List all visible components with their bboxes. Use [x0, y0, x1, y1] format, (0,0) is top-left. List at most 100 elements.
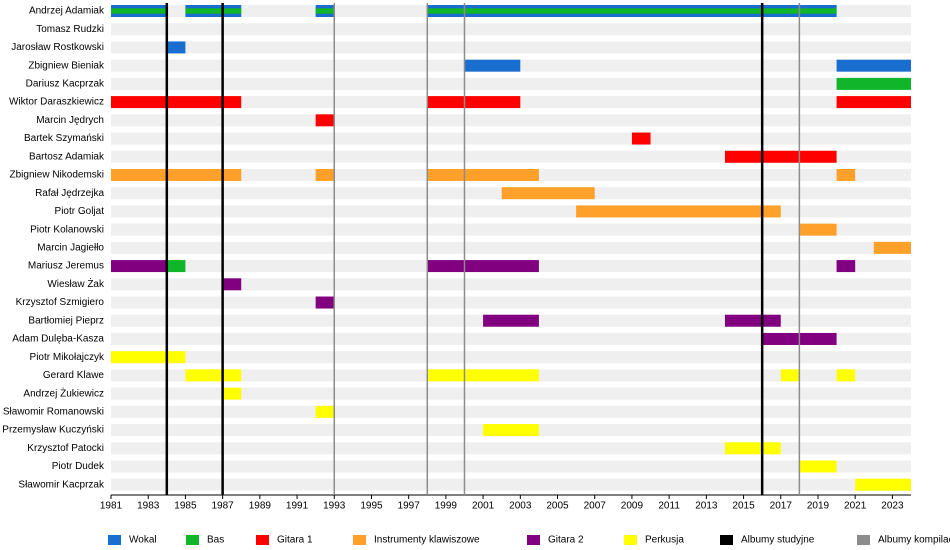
legend-label: Bas — [207, 535, 224, 546]
x-tick-label: 2017 — [770, 501, 793, 512]
row-label: Przemysław Kuczyński — [2, 425, 104, 436]
member-bar — [427, 8, 837, 14]
member-bar — [780, 369, 800, 382]
row-band — [111, 478, 911, 491]
member-bar — [724, 314, 781, 327]
row-label: Piotr Kolanowski — [30, 224, 104, 235]
member-bar — [427, 96, 521, 109]
row-band — [111, 77, 911, 90]
member-bar — [222, 387, 242, 400]
member-bar — [222, 278, 242, 291]
member-bar — [483, 424, 539, 437]
x-tick-label: 2015 — [732, 501, 755, 512]
row-band — [111, 387, 911, 400]
member-bar — [631, 132, 651, 145]
row-label: Jarosław Rostkowski — [11, 42, 104, 53]
x-tick-label: 2007 — [584, 501, 607, 512]
member-bar — [836, 77, 911, 90]
row-label: Bartosz Adamiak — [29, 151, 105, 162]
row-band — [111, 351, 911, 364]
row-label: Krzysztof Patocki — [27, 443, 104, 454]
legend-swatch — [353, 535, 366, 545]
row-label: Sławomir Kacprzak — [18, 479, 105, 490]
member-bar — [166, 41, 186, 54]
legend-label: Wokal — [129, 535, 157, 546]
row-label: Wiktor Daraszkiewicz — [9, 97, 104, 108]
member-bar — [166, 260, 186, 273]
row-label: Rafał Jędrzejka — [35, 188, 104, 199]
member-bar — [799, 460, 837, 473]
member-bar — [111, 96, 242, 109]
member-bar — [111, 168, 242, 181]
member-bar — [836, 168, 856, 181]
member-bar — [315, 296, 335, 309]
legend-swatch — [108, 535, 121, 545]
row-label: Andrzej Żukiewicz — [23, 386, 104, 399]
row-band — [111, 241, 911, 254]
member-bar — [111, 8, 167, 14]
member-bar — [799, 223, 837, 236]
member-bar — [724, 150, 837, 163]
legend-label: Albumy kompilacyjne — [878, 535, 950, 546]
member-bar — [427, 369, 539, 382]
x-tick-label: 2019 — [807, 501, 830, 512]
member-bar — [464, 59, 521, 72]
x-tick-label: 1983 — [137, 501, 160, 512]
row-band — [111, 150, 911, 163]
row-band — [111, 442, 911, 455]
row-label: Bartek Szymański — [24, 133, 104, 144]
row-label: Wiesław Żak — [47, 277, 105, 290]
x-tick-label: 2021 — [844, 501, 867, 512]
member-bar — [427, 168, 539, 181]
x-tick-label: 2005 — [546, 501, 569, 512]
row-band — [111, 41, 911, 54]
row-label: Tomasz Rudzki — [36, 24, 104, 35]
x-tick-label: 2001 — [472, 501, 495, 512]
legend-swatch — [624, 535, 637, 545]
member-bar — [315, 168, 335, 181]
x-tick-label: 1997 — [398, 501, 421, 512]
row-label: Dariusz Kacprzak — [26, 79, 105, 90]
row-band — [111, 460, 911, 473]
row-label: Krzysztof Szmigiero — [16, 297, 105, 308]
legend-swatch — [720, 535, 733, 545]
row-band — [111, 332, 911, 345]
legend-swatch — [256, 535, 269, 545]
row-band — [111, 296, 911, 309]
row-band — [111, 405, 911, 418]
legend-label: Perkusja — [645, 535, 684, 546]
member-bar — [836, 96, 911, 109]
row-label: Mariusz Jeremus — [28, 261, 104, 272]
row-label: Piotr Dudek — [52, 461, 105, 472]
member-bar — [185, 369, 242, 382]
x-tick-label: 2003 — [509, 501, 532, 512]
member-bar — [427, 260, 539, 273]
row-label: Andrzej Adamiak — [29, 6, 105, 17]
row-label: Zbigniew Nikodemski — [10, 170, 104, 181]
row-band — [111, 114, 911, 127]
member-bar — [576, 205, 781, 218]
row-label: Bartłomiej Pieprz — [28, 315, 104, 326]
legend-label: Gitara 2 — [548, 535, 584, 546]
row-label: Piotr Mikołajczyk — [30, 352, 105, 363]
member-bar — [111, 260, 167, 273]
member-bar — [836, 260, 856, 273]
member-bar — [836, 59, 911, 72]
row-band — [111, 132, 911, 145]
legend-swatch — [186, 535, 199, 545]
legend-swatch — [857, 535, 870, 545]
legend-swatch — [527, 535, 540, 545]
x-tick-label: 2009 — [621, 501, 644, 512]
row-band — [111, 205, 911, 218]
x-tick-label: 1995 — [360, 501, 383, 512]
x-tick-label: 1989 — [249, 501, 272, 512]
x-tick-label: 1981 — [100, 501, 123, 512]
row-band — [111, 223, 911, 236]
x-tick-label: 1987 — [212, 501, 235, 512]
x-tick-label: 1993 — [323, 501, 346, 512]
legend-label: Albumy studyjne — [741, 535, 815, 546]
member-bar — [111, 351, 186, 364]
member-bar — [315, 8, 335, 14]
row-label: Piotr Goljat — [55, 206, 105, 217]
